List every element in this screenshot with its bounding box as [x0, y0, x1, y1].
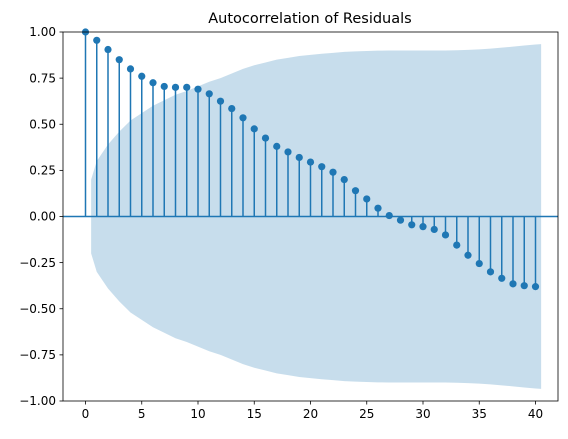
acf-point: [284, 148, 292, 156]
acf-point: [138, 72, 146, 80]
x-tick-label: 5: [138, 407, 146, 421]
acf-point: [374, 204, 382, 212]
y-tick-label: 1.00: [29, 25, 56, 39]
acf-point: [430, 225, 438, 234]
x-tick-label: 0: [82, 407, 90, 421]
x-tick-label: 30: [415, 407, 430, 421]
y-tick-label: −1.00: [19, 394, 56, 408]
acf-point: [408, 221, 416, 229]
acf-point: [351, 187, 360, 195]
acf-point: [441, 231, 450, 239]
x-tick-label: 35: [472, 407, 487, 421]
acf-point: [239, 114, 247, 122]
x-tick-label: 25: [359, 407, 374, 421]
acf-point: [509, 280, 517, 288]
acf-point: [228, 104, 236, 113]
x-tick-label: 40: [528, 407, 543, 421]
acf-point: [250, 125, 258, 133]
acf-point: [453, 241, 461, 249]
acf-point: [306, 158, 315, 166]
acf-point: [329, 168, 337, 176]
acf-point: [464, 251, 472, 259]
acf-point: [475, 259, 483, 268]
y-tick-label: 0.75: [29, 71, 56, 85]
acf-point: [520, 282, 528, 290]
acf-point: [205, 90, 213, 98]
acf-point: [126, 65, 135, 73]
acf-point: [183, 83, 191, 91]
acf-point: [419, 223, 427, 231]
acf-point: [171, 83, 180, 91]
markers-layer: [81, 28, 540, 291]
acf-point: [340, 176, 348, 184]
y-tick-label: 0.00: [29, 210, 56, 224]
y-tick-label: −0.25: [19, 256, 56, 270]
chart-title: Autocorrelation of Residuals: [208, 11, 411, 27]
stems-layer: [84, 32, 537, 287]
y-tick-label: 0.50: [29, 117, 56, 131]
acf-point: [160, 82, 168, 91]
x-tick-label: 20: [303, 407, 318, 421]
acf-point: [396, 216, 405, 224]
y-tick-label: −0.75: [19, 348, 56, 362]
acf-point: [93, 36, 101, 44]
acf-point: [261, 134, 270, 142]
acf-point: [318, 163, 326, 171]
acf-point: [363, 195, 371, 203]
acf-point: [216, 97, 225, 105]
acf-point: [295, 153, 303, 162]
acf-point: [273, 142, 281, 150]
x-tick-label: 10: [190, 407, 205, 421]
acf-point: [385, 211, 393, 220]
x-tick-label: 15: [247, 407, 262, 421]
acf-point: [498, 274, 506, 282]
acf-point: [531, 283, 540, 291]
y-tick-label: 0.25: [29, 164, 56, 178]
acf-point: [149, 79, 157, 87]
acf-point: [115, 56, 123, 64]
axes-layer: 0 5 10 15 20 25 30 35 40 −1.00 −0.75 −0.50 −0.25 0.00…: [19, 25, 559, 421]
acf-point: [194, 85, 202, 93]
acf-point: [104, 45, 112, 54]
acf-point: [486, 268, 495, 276]
y-tick-label: −0.50: [19, 302, 56, 316]
